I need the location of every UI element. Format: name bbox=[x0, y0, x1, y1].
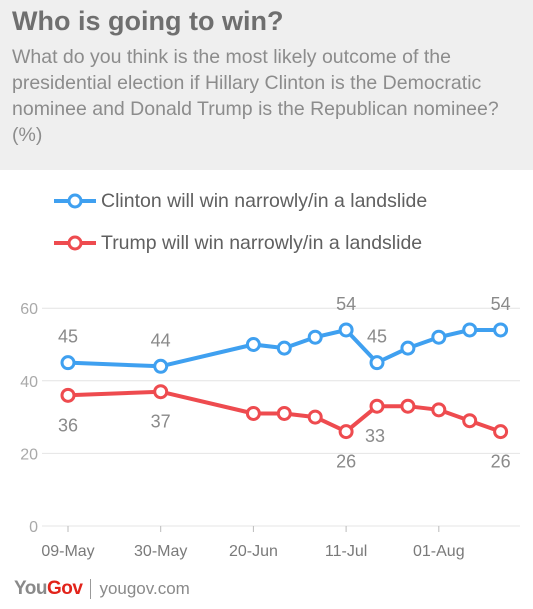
data-point-trump-27-Jun bbox=[276, 405, 292, 421]
data-point-clinton-18-Jul bbox=[369, 355, 385, 371]
header-panel: Who is going to win? What do you think i… bbox=[0, 0, 533, 170]
x-tick-label-11-Jul: 11-Jul bbox=[325, 543, 367, 560]
legend-label-trump: Trump will win narrowly/in a landslide bbox=[101, 231, 423, 254]
data-point-clinton-25-Jul bbox=[400, 340, 416, 356]
data-point-clinton-08-Aug bbox=[462, 322, 478, 338]
x-tick-label-09-May: 09-May bbox=[41, 543, 94, 560]
data-label-clinton-18-Jul: 45 bbox=[367, 327, 387, 347]
footer: You Gov yougov.com bbox=[14, 576, 190, 602]
data-point-clinton-04-Jul bbox=[307, 329, 323, 345]
data-point-clinton-01-Aug bbox=[431, 329, 447, 345]
legend-marker-clinton bbox=[54, 193, 96, 209]
data-point-clinton-15-Aug bbox=[493, 322, 509, 338]
data-point-trump-04-Jul bbox=[307, 409, 323, 425]
data-label-trump-15-Aug: 26 bbox=[491, 452, 511, 472]
legend-label-clinton: Clinton will win narrowly/in a landslide bbox=[101, 189, 428, 212]
data-label-trump-11-Jul: 26 bbox=[336, 452, 356, 472]
x-tick-label-01-Aug: 01-Aug bbox=[413, 543, 465, 560]
legend-marker-trump bbox=[54, 235, 96, 251]
data-label-clinton-09-May: 45 bbox=[58, 327, 78, 347]
data-point-trump-01-Aug bbox=[431, 402, 447, 418]
data-point-trump-08-Aug bbox=[462, 413, 478, 429]
data-point-trump-11-Jul bbox=[338, 424, 354, 440]
y-tick-label-0: 0 bbox=[29, 519, 38, 536]
chart-title: Who is going to win? bbox=[12, 6, 284, 36]
legend-item-clinton: Clinton will win narrowly/in a landslide bbox=[52, 188, 427, 214]
data-point-trump-25-Jul bbox=[400, 398, 416, 414]
data-point-trump-20-Jun bbox=[245, 405, 261, 421]
data-point-clinton-09-May bbox=[60, 355, 76, 371]
data-point-clinton-30-May bbox=[153, 358, 169, 374]
legend-item-trump: Trump will win narrowly/in a landslide bbox=[52, 230, 422, 256]
footer-divider bbox=[90, 579, 92, 599]
data-point-clinton-27-Jun bbox=[276, 340, 292, 356]
yougov-logo-you: You bbox=[14, 578, 47, 599]
y-tick-label-40: 40 bbox=[20, 374, 38, 391]
data-label-trump-18-Jul: 33 bbox=[365, 426, 385, 446]
chart-subtitle: What do you think is the most likely out… bbox=[12, 46, 499, 146]
data-label-trump-09-May: 36 bbox=[58, 415, 78, 435]
yougov-logo-gov: Gov bbox=[46, 578, 83, 599]
data-label-clinton-15-Aug: 54 bbox=[491, 294, 511, 314]
data-label-trump-30-May: 37 bbox=[151, 412, 171, 432]
data-point-trump-09-May bbox=[60, 387, 76, 403]
data-label-clinton-11-Jul: 54 bbox=[336, 294, 356, 314]
data-label-clinton-30-May: 44 bbox=[151, 330, 171, 350]
data-point-trump-30-May bbox=[153, 384, 169, 400]
x-tick-label-30-May: 30-May bbox=[134, 543, 187, 560]
y-tick-label-20: 20 bbox=[20, 446, 38, 463]
data-point-trump-18-Jul bbox=[369, 398, 385, 414]
data-point-clinton-11-Jul bbox=[338, 322, 354, 338]
data-point-trump-15-Aug bbox=[493, 424, 509, 440]
y-tick-label-60: 60 bbox=[20, 301, 38, 318]
data-point-clinton-20-Jun bbox=[245, 337, 261, 352]
footer-url: yougov.com bbox=[99, 579, 190, 598]
x-tick-label-20-Jun: 20-Jun bbox=[229, 543, 278, 560]
